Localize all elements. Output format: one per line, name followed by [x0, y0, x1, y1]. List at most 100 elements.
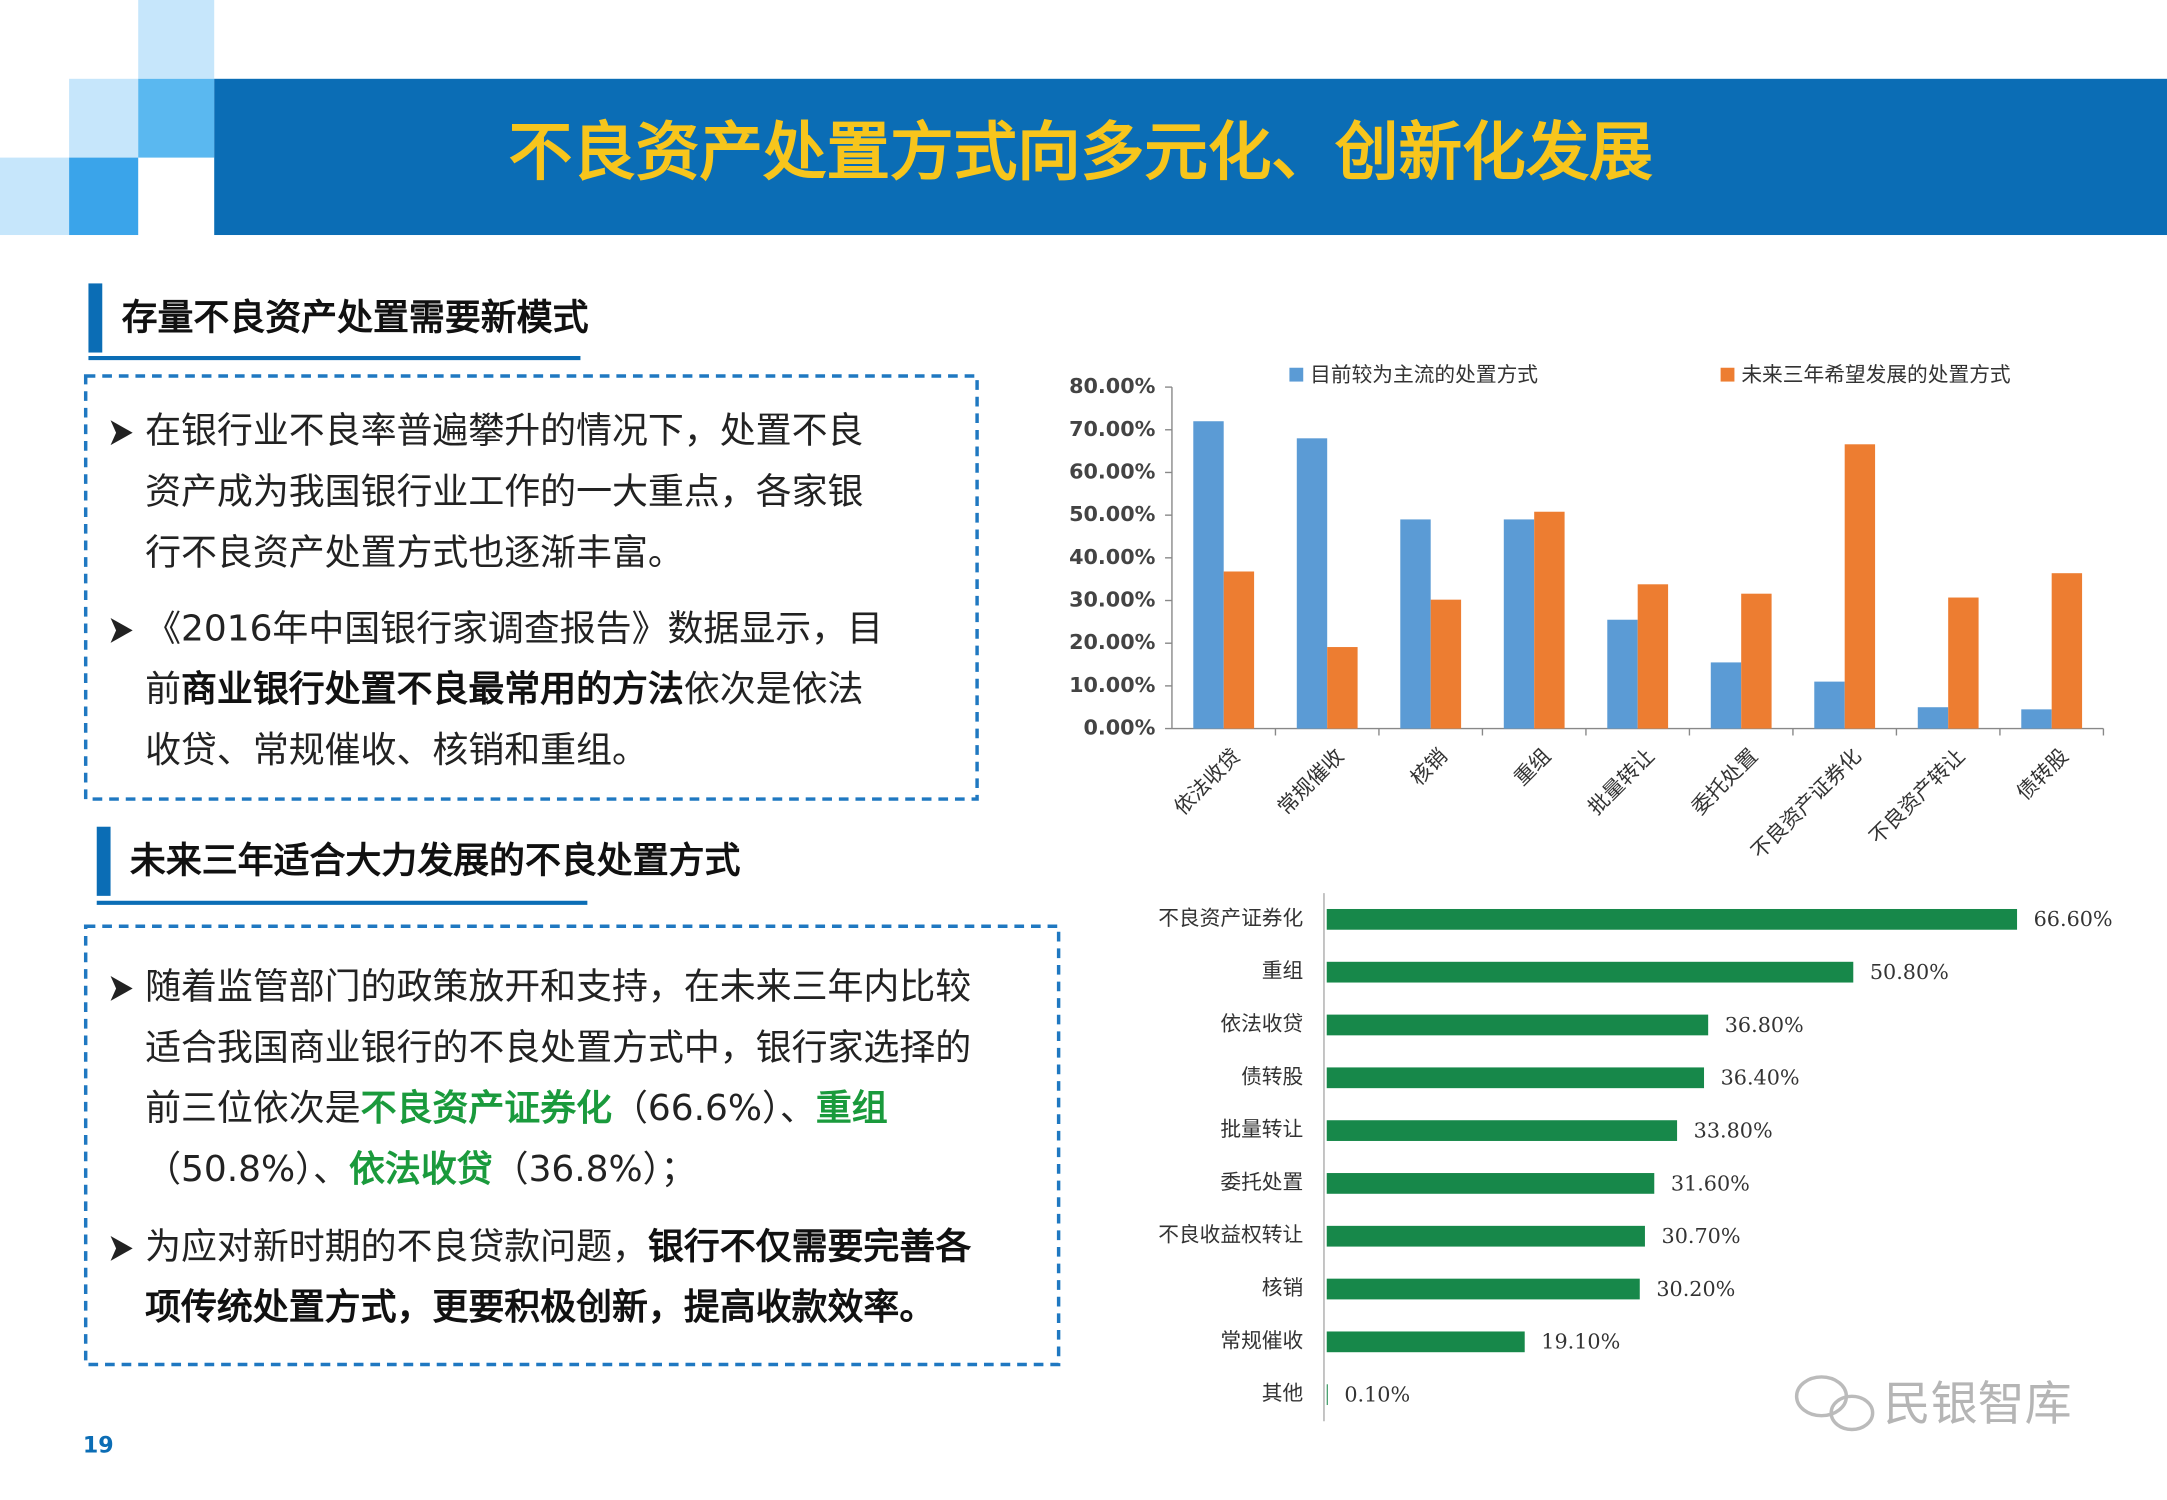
bar [1326, 1225, 1645, 1247]
text-run: 重组 [816, 1088, 888, 1129]
heading-marker [96, 826, 111, 896]
bar [1814, 681, 1845, 729]
bar [1637, 584, 1669, 729]
legend-label: 目前较为主流的处置方式 [1310, 363, 1538, 387]
text-run: 项传统处置方式，更要积极创新，提高收款效率。 [145, 1287, 935, 1328]
text-run: 适合我国商业银行的不良处置方式中，银行家选择的 [145, 1027, 971, 1068]
section-heading: 存量不良资产处置需要新模式 [122, 297, 589, 338]
text-run: （66.6%）、 [612, 1088, 816, 1129]
text-line: 项传统处置方式，更要积极创新，提高收款效率。 [145, 1287, 935, 1328]
y-tick-label: 50.00% [1069, 502, 1156, 526]
bar [2051, 573, 2083, 729]
text-run: 不良资产证券化 [361, 1088, 612, 1129]
y-tick-label: 10.00% [1069, 673, 1156, 697]
bar [1917, 707, 1949, 729]
bar [1948, 597, 1979, 729]
category-label: 核销 [1262, 1276, 1303, 1300]
text-run: 行不良资产处置方式也逐渐丰富。 [145, 532, 684, 573]
category-label: 常规催收 [1220, 1328, 1303, 1352]
category-label: 不良收益权转让 [1158, 1223, 1303, 1247]
text-line: （50.8%）、依法收贷（36.8%）； [145, 1149, 696, 1190]
bar [1326, 1331, 1525, 1353]
category-label: 依法收贷 [1220, 1011, 1303, 1035]
y-tick-label: 20.00% [1069, 630, 1156, 654]
bar [1741, 593, 1772, 729]
text-run: 在银行业不良率普遍攀升的情况下，处置不良 [145, 411, 863, 452]
text-run: 依次是依法 [684, 669, 864, 710]
bar [1223, 571, 1255, 729]
category-label: 其他 [1262, 1381, 1303, 1405]
y-tick-label: 80.00% [1069, 374, 1156, 398]
bar [1193, 421, 1224, 729]
text-run: 前三位依次是 [145, 1088, 360, 1129]
bullet-arrow [110, 420, 133, 446]
y-tick-label: 0.00% [1083, 716, 1155, 740]
page-number: 19 [83, 1433, 114, 1459]
bar [1607, 619, 1638, 729]
category-label: 重组 [1262, 959, 1303, 983]
text-line: 收贷、常规催收、核销和重组。 [145, 730, 648, 771]
y-tick-label: 30.00% [1069, 588, 1156, 612]
text-line: 前商业银行处置不良最常用的方法依次是依法 [145, 669, 863, 710]
bullet-arrow [110, 976, 133, 1001]
text-box [83, 924, 1061, 1367]
value-label: 36.40% [1721, 1066, 1800, 1090]
text-run: 前 [145, 669, 181, 710]
bar [2021, 709, 2052, 729]
watermark-logo [1794, 1375, 1875, 1432]
bullet-text: 在银行业不良率普遍攀升的情况下，处置不良资产成为我国银行业工作的一大重点，各家银… [110, 411, 971, 1328]
text-line: 随着监管部门的政策放开和支持，在未来三年内比较 [145, 966, 971, 1007]
decor-square [69, 78, 139, 158]
text-box [83, 374, 979, 801]
value-label: 33.80% [1694, 1118, 1773, 1142]
text-run: （50.8%）、 [145, 1149, 349, 1190]
legend-swatch [1289, 367, 1304, 382]
text-run: 资产成为我国银行业工作的一大重点，各家银 [145, 472, 863, 513]
category-label: 不良资产证券化 [1158, 906, 1303, 930]
text-line: 资产成为我国银行业工作的一大重点，各家银 [145, 472, 863, 513]
text-line: 为应对新时期的不良贷款问题，银行不仅需要完善各 [145, 1226, 971, 1267]
bar [1326, 1014, 1709, 1036]
bar [1534, 511, 1565, 729]
text-line: 适合我国商业银行的不良处置方式中，银行家选择的 [145, 1027, 971, 1068]
text-run: 收贷、常规催收、核销和重组。 [145, 730, 648, 771]
section-heading: 未来三年适合大力发展的不良处置方式 [130, 841, 741, 882]
text-run: 《2016年中国银行家调查报告》数据显示，目 [145, 608, 883, 649]
y-tick-label: 60.00% [1069, 459, 1156, 483]
value-label: 0.10% [1344, 1383, 1410, 1407]
value-label: 19.10% [1541, 1330, 1620, 1354]
bar [1326, 1278, 1640, 1300]
category-label: 批量转让 [1220, 1117, 1303, 1141]
category-label: 债转股 [1241, 1064, 1303, 1088]
text-run: 依法收贷 [349, 1149, 493, 1190]
bar [1327, 647, 1358, 729]
bar [1326, 1173, 1655, 1194]
bar [1430, 599, 1462, 729]
y-tick-label: 70.00% [1069, 417, 1156, 441]
y-tick-label: 40.00% [1069, 545, 1156, 569]
bar [1844, 444, 1876, 729]
watermark: 民银智库 [1884, 1377, 2072, 1432]
text-run: （36.8%）； [493, 1149, 697, 1190]
slide-title: 不良资产处置方式向多元化、创新化发展 [509, 115, 1654, 189]
text-run: 银行不仅需要完善各 [648, 1226, 971, 1267]
text-line: 《2016年中国银行家调查报告》数据显示，目 [145, 608, 883, 649]
text-line: 行不良资产处置方式也逐渐丰富。 [145, 532, 684, 573]
value-label: 50.80% [1870, 960, 1949, 984]
bar [1710, 662, 1742, 729]
bullet-arrow [110, 617, 133, 643]
value-label: 31.60% [1671, 1171, 1750, 1195]
bar [1326, 1067, 1705, 1089]
column-chart: 0.00% 10.00% 20.00% 30.00% 40.00% 50.00% 60.00… [1069, 363, 2105, 863]
legend-label: 未来三年希望发展的处置方式 [1741, 363, 2011, 387]
bar [1503, 519, 1535, 729]
bar-chart: 不良资产证券化 66.60% 重组 50.80% 依法收贷 36.80% 债转股 36.40%… [1158, 893, 2113, 1422]
text-run: 为应对新时期的不良贷款问题， [145, 1226, 648, 1267]
text-run: 商业银行处置不良最常用的方法 [181, 669, 684, 710]
value-label: 66.60% [2034, 907, 2113, 931]
value-label: 36.80% [1725, 1013, 1804, 1037]
value-label: 30.70% [1662, 1224, 1741, 1248]
text-line: 在银行业不良率普遍攀升的情况下，处置不良 [145, 411, 863, 452]
